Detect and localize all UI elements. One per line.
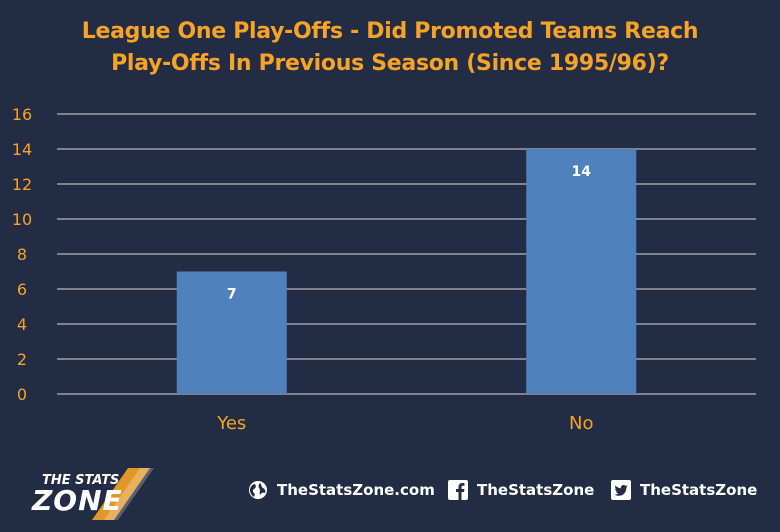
bar-chart: 0 2 4 6 8 10 12 14 16 7 14 Yes No: [12, 105, 756, 434]
category-label-yes: Yes: [216, 413, 246, 434]
logo-text-bottom: ZONE: [31, 484, 123, 517]
chart-title-line-1: League One Play-Offs - Did Promoted Team…: [81, 19, 699, 44]
social-facebook[interactable]: TheStatsZone: [448, 480, 594, 500]
twitter-icon: [611, 480, 631, 500]
social-twitter[interactable]: TheStatsZone: [611, 480, 757, 500]
footer: THE STATS ZONE TheStatsZone.com TheStats…: [0, 458, 780, 532]
gridlines: [57, 113, 756, 395]
bar-no: [526, 149, 637, 394]
y-tick-label: 4: [17, 315, 27, 334]
y-tick-label: 14: [12, 140, 32, 159]
y-tick-label: 0: [17, 385, 27, 404]
y-tick-label: 8: [17, 245, 27, 264]
social-website[interactable]: TheStatsZone.com: [248, 480, 435, 500]
facebook-icon: [448, 480, 468, 500]
y-tick-label: 6: [17, 280, 27, 299]
thestatszone-logo: THE STATS ZONE: [31, 468, 154, 520]
logo-text-top: THE STATS: [42, 473, 119, 488]
chart-title: League One Play-Offs - Did Promoted Team…: [0, 16, 780, 80]
bar-yes: [176, 271, 287, 394]
y-tick-label: 16: [12, 105, 32, 124]
chart-title-line-2: Play-Offs In Previous Season (Since 1995…: [111, 51, 669, 76]
bars: 7 14: [176, 149, 637, 394]
y-axis-tick-labels: 0 2 4 6 8 10 12 14 16: [12, 105, 32, 404]
data-label-yes: 7: [227, 287, 237, 303]
y-tick-label: 2: [17, 350, 27, 369]
category-label-no: No: [569, 413, 593, 434]
globe-icon: [249, 481, 267, 499]
data-label-no: 14: [572, 164, 592, 180]
facebook-link-label: TheStatsZone: [477, 481, 595, 499]
website-link-label: TheStatsZone.com: [277, 481, 435, 499]
y-tick-label: 12: [12, 175, 32, 194]
x-axis-category-labels: Yes No: [216, 413, 593, 434]
twitter-link-label: TheStatsZone: [640, 481, 758, 499]
y-tick-label: 10: [12, 210, 32, 229]
